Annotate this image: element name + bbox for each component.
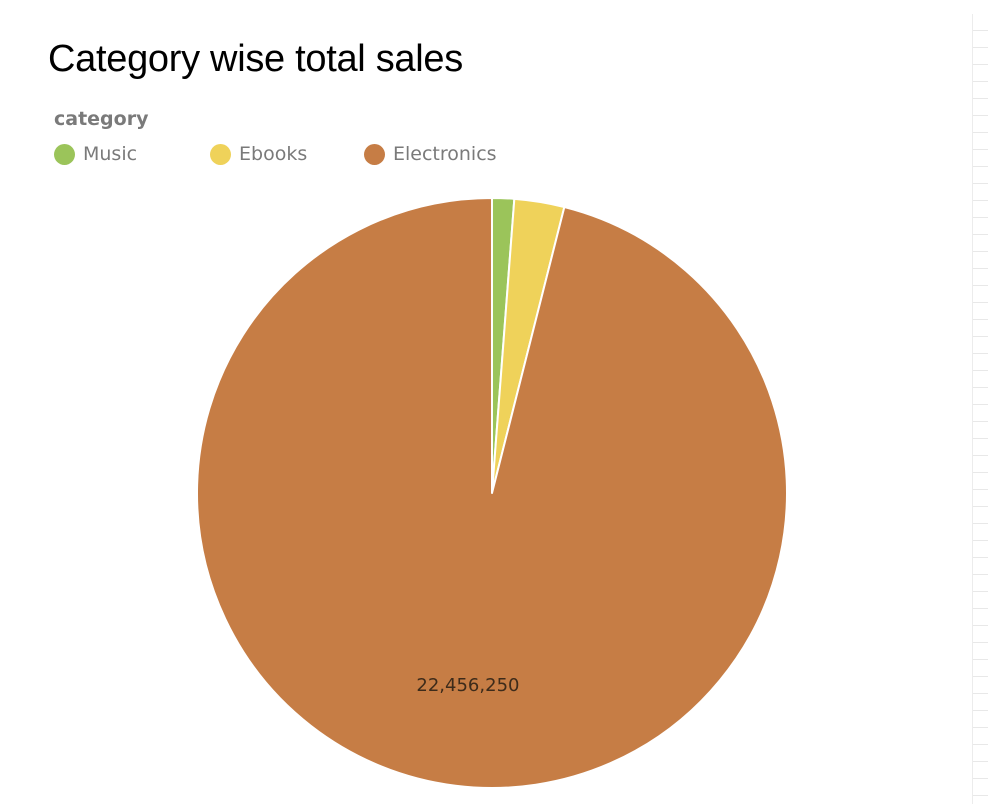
pie-slices <box>196 197 788 789</box>
legend-item-electronics[interactable]: Electronics <box>364 141 497 167</box>
legend-title: category <box>54 108 149 130</box>
legend-swatch-music <box>54 143 75 165</box>
legend-label-ebooks: Ebooks <box>239 143 308 165</box>
legend-swatch-ebooks <box>210 143 231 165</box>
scroll-ruler <box>972 14 988 804</box>
legend-item-ebooks[interactable]: Ebooks <box>210 141 307 167</box>
legend-swatch-electronics <box>364 143 385 165</box>
pie-slice-label-electronics: 22,456,250 <box>416 675 519 696</box>
pie-slice-labels: 22,456,250 <box>416 675 519 696</box>
pie-slice-electronics[interactable] <box>196 197 788 789</box>
legend-label-electronics: Electronics <box>393 143 497 165</box>
legend: Music Ebooks Electronics <box>54 141 574 167</box>
chart-title: Category wise total sales <box>48 38 463 80</box>
legend-label-music: Music <box>83 143 138 165</box>
legend-item-music[interactable]: Music <box>54 141 137 167</box>
